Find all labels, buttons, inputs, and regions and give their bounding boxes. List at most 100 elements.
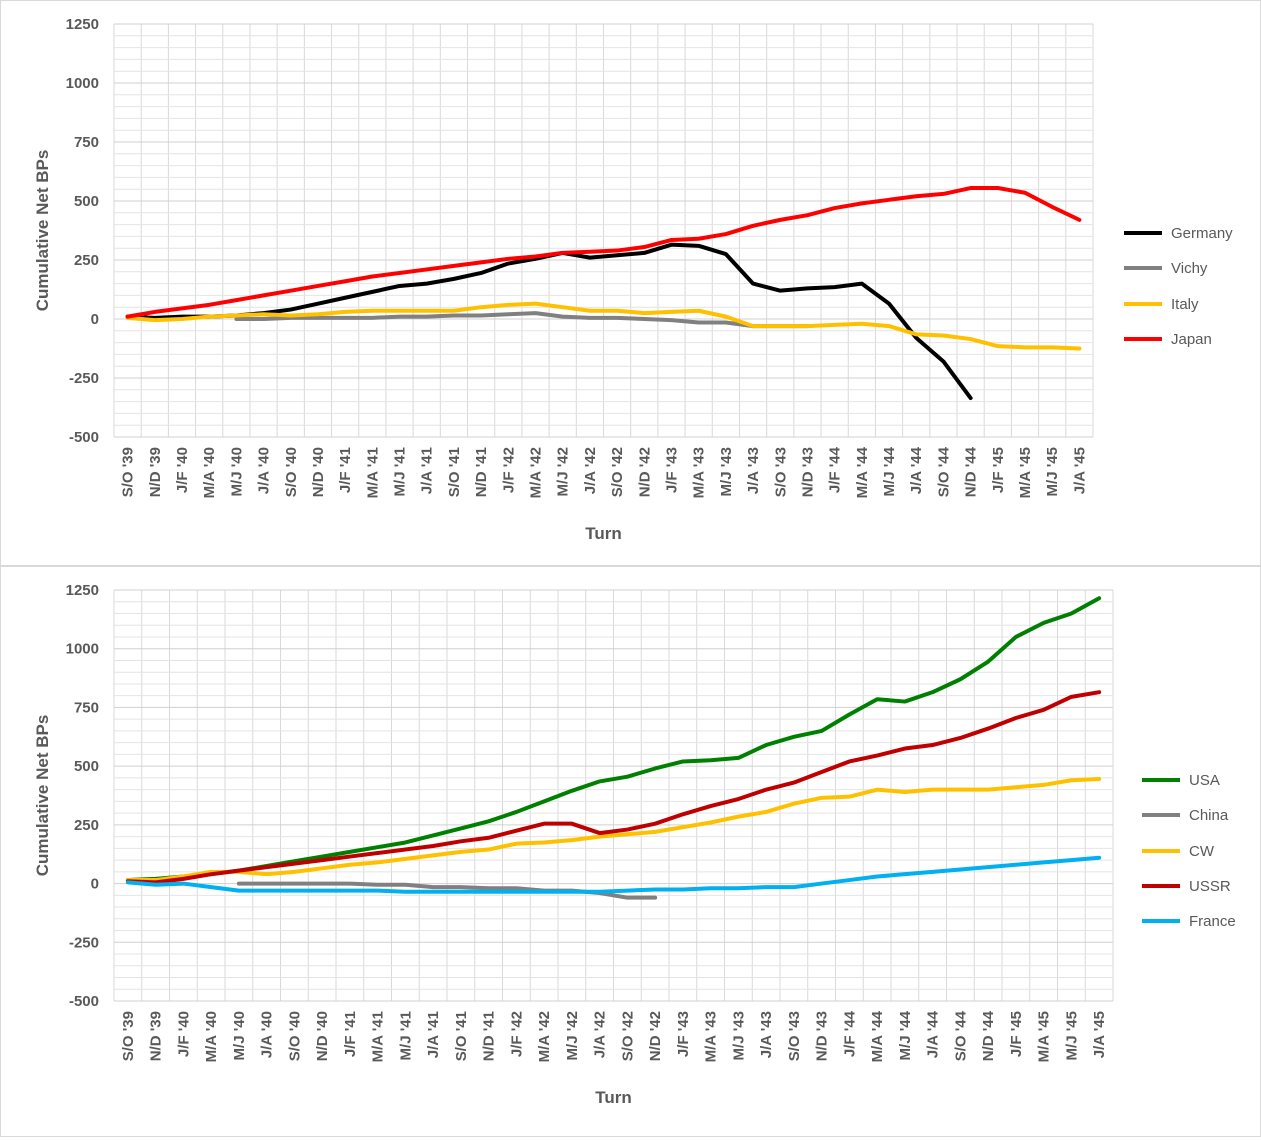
legend-label: Vichy bbox=[1171, 260, 1208, 277]
y-tick-label: -250 bbox=[69, 934, 99, 951]
x-tick-label: N/D '40 bbox=[314, 1011, 331, 1061]
x-tick-label: J/A '43 bbox=[758, 1011, 775, 1058]
x-tick-label: J/F '43 bbox=[675, 1011, 692, 1057]
y-tick-label: 250 bbox=[74, 252, 99, 269]
y-axis-title: Cumulative Net BPs bbox=[33, 715, 52, 877]
x-tick-label: M/A '40 bbox=[203, 1011, 220, 1062]
x-tick-label: N/D '44 bbox=[980, 1010, 997, 1061]
y-tick-label: 1250 bbox=[66, 582, 99, 599]
y-tick-label: 0 bbox=[91, 311, 99, 328]
x-tick-label: J/A '45 bbox=[1071, 447, 1088, 494]
x-tick-label: M/A '40 bbox=[201, 447, 218, 498]
x-tick-label: J/F '44 bbox=[841, 1010, 858, 1057]
series-line-italy bbox=[125, 301, 1082, 351]
x-tick-label: S/O '39 bbox=[120, 447, 137, 497]
legend-item-italy: Italy bbox=[1124, 296, 1199, 313]
x-tick-label: M/A '42 bbox=[528, 447, 545, 498]
x-tick-label: M/A '41 bbox=[370, 1011, 387, 1062]
x-tick-label: N/D '39 bbox=[148, 1011, 165, 1061]
y-tick-label: 750 bbox=[74, 134, 99, 151]
x-tick-label: M/J '43 bbox=[730, 1011, 747, 1060]
x-tick-label: M/A '42 bbox=[536, 1011, 553, 1062]
legend-label: Italy bbox=[1171, 296, 1199, 313]
x-tick-label: J/F '42 bbox=[508, 1011, 525, 1057]
x-tick-label: S/O '39 bbox=[120, 1011, 137, 1061]
x-tick-label: N/D '39 bbox=[147, 447, 164, 497]
x-tick-label: N/D '43 bbox=[799, 447, 816, 497]
chart-panel-axis: -500 -250 0 250 500 750 1000 1250 S/O '39 N/D '39… bbox=[0, 0, 1261, 566]
x-tick-label: N/D '42 bbox=[636, 447, 653, 497]
legend-label: USSR bbox=[1189, 878, 1231, 895]
x-tick-label: M/J '42 bbox=[555, 447, 572, 496]
legend-label: France bbox=[1189, 913, 1236, 930]
x-tick-label: J/A '45 bbox=[1091, 1011, 1108, 1058]
x-tick-label: M/A '44 bbox=[869, 1010, 886, 1062]
y-tick-label: 1000 bbox=[66, 641, 99, 658]
y-tick-label: 1250 bbox=[66, 16, 99, 33]
legend-label: CW bbox=[1189, 843, 1215, 860]
x-tick-label: M/A '45 bbox=[1017, 447, 1034, 498]
x-tick-label: M/J '45 bbox=[1044, 447, 1061, 496]
x-tick-label: M/J '41 bbox=[392, 447, 409, 496]
x-tick-label: S/O '41 bbox=[446, 447, 463, 497]
y-tick-label: -500 bbox=[69, 429, 99, 446]
series-line-japan bbox=[125, 186, 1082, 319]
legend-item-germany: Germany bbox=[1124, 225, 1233, 242]
legend-item-france: France bbox=[1142, 913, 1236, 930]
x-tick-label: J/F '43 bbox=[663, 447, 680, 493]
x-tick-label: S/O '43 bbox=[772, 447, 789, 497]
x-tick-label: J/F '44 bbox=[827, 446, 844, 493]
y-tick-label: -250 bbox=[69, 370, 99, 387]
series-line-cw bbox=[125, 777, 1102, 883]
y-tick-label: 500 bbox=[74, 758, 99, 775]
y-tick-label: 0 bbox=[91, 876, 99, 893]
x-tick-label: J/A '42 bbox=[592, 1011, 609, 1058]
allied-powers-bp-chart: -500 -250 0 250 500 750 1000 1250 S/O '39 N/D '39… bbox=[33, 582, 1236, 1107]
x-tick-label: M/J '44 bbox=[897, 1010, 914, 1060]
x-tick-label: M/A '43 bbox=[703, 1011, 720, 1062]
x-tick-label: M/A '43 bbox=[691, 447, 708, 498]
x-tick-label: N/D '44 bbox=[963, 446, 980, 497]
y-tick-label: 500 bbox=[74, 193, 99, 210]
x-tick-label: J/F '40 bbox=[175, 1011, 192, 1057]
x-tick-label: J/A '44 bbox=[925, 1010, 942, 1058]
y-axis-title: Cumulative Net BPs bbox=[33, 150, 52, 312]
x-tick-label: J/F '45 bbox=[990, 447, 1007, 493]
x-tick-label: N/D '43 bbox=[814, 1011, 831, 1061]
x-tick-label: M/A '44 bbox=[854, 446, 871, 498]
x-tick-label: S/O '44 bbox=[952, 1010, 969, 1061]
x-tick-label: J/F '41 bbox=[342, 1011, 359, 1057]
x-tick-label: S/O '42 bbox=[619, 1011, 636, 1061]
x-tick-label: M/J '45 bbox=[1063, 1011, 1080, 1060]
x-tick-label: M/J '40 bbox=[228, 447, 245, 496]
x-tick-label: J/F '41 bbox=[337, 447, 354, 493]
x-tick-label: M/A '45 bbox=[1036, 1011, 1053, 1062]
x-tick-label: S/O '42 bbox=[609, 447, 626, 497]
x-tick-label: M/J '44 bbox=[881, 446, 898, 496]
legend-label: China bbox=[1189, 807, 1229, 824]
x-axis-title: Turn bbox=[595, 1088, 632, 1107]
x-tick-label: N/D '41 bbox=[473, 447, 490, 497]
series-line-usa bbox=[125, 596, 1102, 883]
x-tick-label: M/J '42 bbox=[564, 1011, 581, 1060]
legend-item-japan: Japan bbox=[1124, 331, 1212, 348]
x-tick-label: J/F '45 bbox=[1008, 1011, 1025, 1057]
legend-item-ussr: USSR bbox=[1142, 878, 1231, 895]
legend-item-cw: CW bbox=[1142, 843, 1215, 860]
series-line-france bbox=[125, 855, 1102, 894]
x-axis-title: Turn bbox=[585, 524, 622, 543]
x-tick-label: M/J '40 bbox=[231, 1011, 248, 1060]
x-tick-label: S/O '43 bbox=[786, 1011, 803, 1061]
x-tick-label: M/J '43 bbox=[718, 447, 735, 496]
series-line-vichy bbox=[234, 311, 810, 329]
chart-panel-allies: -500 -250 0 250 500 750 1000 1250 S/O '39 N/D '39… bbox=[0, 566, 1261, 1137]
x-tick-label: M/A '41 bbox=[364, 447, 381, 498]
x-tick-label: S/O '40 bbox=[283, 447, 300, 497]
x-tick-label: S/O '40 bbox=[286, 1011, 303, 1061]
x-tick-label: J/A '40 bbox=[259, 1011, 276, 1058]
legend-item-vichy: Vichy bbox=[1124, 260, 1208, 277]
x-tick-label: J/A '42 bbox=[582, 447, 599, 494]
legend-label: Japan bbox=[1171, 331, 1212, 348]
x-tick-label: J/A '41 bbox=[419, 447, 436, 494]
legend-label: USA bbox=[1189, 772, 1220, 789]
